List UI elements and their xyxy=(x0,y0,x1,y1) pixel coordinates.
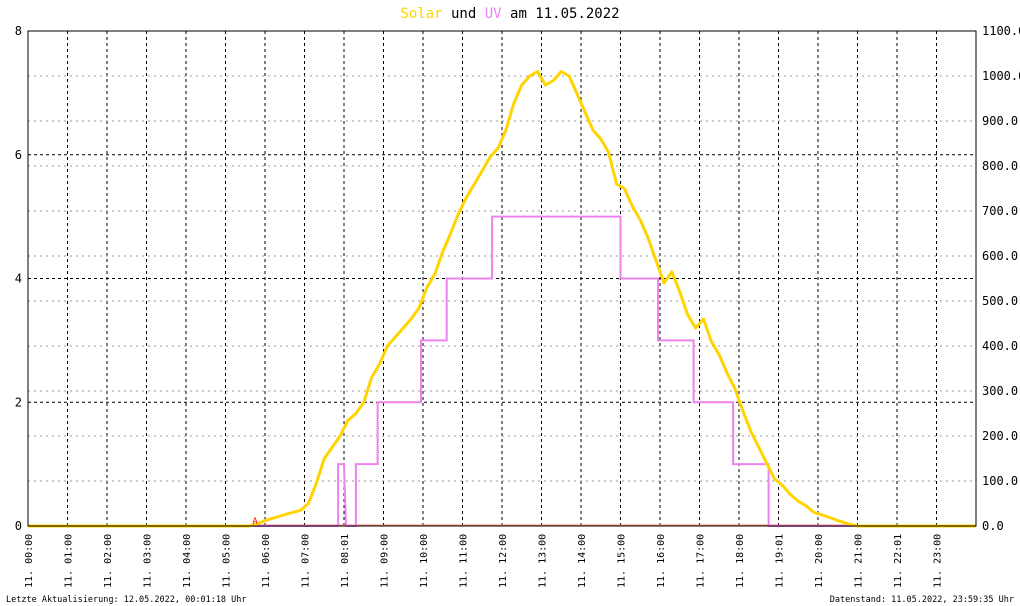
footer-data-state: Datenstand: 11.05.2022, 23:59:35 Uhr xyxy=(830,595,1014,605)
right-tick-label: 400.0 xyxy=(982,339,1018,353)
right-tick-label: 500.0 xyxy=(982,294,1018,308)
right-tick-label: 200.0 xyxy=(982,429,1018,443)
left-tick-label: 4 xyxy=(15,272,22,286)
right-tick-label: 0.0 xyxy=(982,519,1004,533)
right-tick-label: 800.0 xyxy=(982,159,1018,173)
x-tick-label: 11. 08:01 xyxy=(340,534,351,588)
plot-frame xyxy=(27,30,977,527)
left-tick-label: 2 xyxy=(15,395,22,409)
x-tick-label: 11. 02:00 xyxy=(103,534,114,588)
right-tick-label: 600.0 xyxy=(982,249,1018,263)
x-tick-label: 11. 13:00 xyxy=(538,534,549,588)
x-tick-label: 11. 11:00 xyxy=(459,534,470,588)
x-tick-label: 11. 19:01 xyxy=(775,534,786,588)
x-tick-label: 11. 09:00 xyxy=(380,534,391,588)
right-tick-label: 700.0 xyxy=(982,204,1018,218)
sunrise-marker: A xyxy=(252,517,258,527)
x-tick-label: 11. 15:00 xyxy=(617,534,628,588)
x-tick-label: 11. 06:00 xyxy=(261,534,272,588)
right-tick-label: 300.0 xyxy=(982,384,1018,398)
grid xyxy=(28,31,976,526)
x-tick-label: 11. 12:00 xyxy=(498,534,509,588)
x-tick-label: 11. 22:01 xyxy=(893,534,904,588)
right-tick-label: 900.0 xyxy=(982,114,1018,128)
right-tick-label: 100.0 xyxy=(982,474,1018,488)
x-tick-label: 11. 21:00 xyxy=(854,534,865,588)
title-date: am 11.05.2022 xyxy=(510,6,620,22)
x-tick-label: 11. 04:00 xyxy=(182,534,193,588)
x-axis-ticks: 11. 00:00 11. 01:00 11. 02:00 11. 03:00 11. … xyxy=(24,534,944,588)
footer-last-update: Letzte Aktualisierung: 12.05.2022, 00:01… xyxy=(6,595,247,605)
right-tick-label: 1100.0 xyxy=(982,24,1020,38)
uv-series-line xyxy=(28,215,976,527)
solar-series-line xyxy=(28,70,976,528)
x-tick-label: 11. 23:00 xyxy=(933,534,944,588)
x-tick-label: 11. 14:00 xyxy=(577,534,588,588)
chart-title: Solar und UV am 11.05.2022 xyxy=(400,6,619,22)
x-tick-label: 11. 17:00 xyxy=(696,534,707,588)
right-tick-label: 1000.0 xyxy=(982,69,1020,83)
right-axis-ticks: 0.0 100.0 200.0 300.0 400.0 500.0 600.0 700.0 80… xyxy=(982,24,1020,533)
title-solar: Solar xyxy=(400,6,442,22)
left-axis-ticks: 0 2 4 6 8 xyxy=(15,24,22,533)
x-tick-label: 11. 20:00 xyxy=(814,534,825,588)
x-tick-label: 11. 05:00 xyxy=(222,534,233,588)
left-tick-label: 0 xyxy=(15,519,22,533)
x-tick-label: 11. 00:00 xyxy=(24,534,35,588)
title-und: und xyxy=(451,6,476,22)
x-tick-label: 11. 10:00 xyxy=(419,534,430,588)
x-tick-label: 11. 07:00 xyxy=(301,534,312,588)
x-tick-label: 11. 03:00 xyxy=(143,534,154,588)
left-tick-label: 6 xyxy=(15,148,22,162)
x-tick-label: 11. 18:00 xyxy=(735,534,746,588)
title-uv: UV xyxy=(485,6,502,22)
x-tick-label: 11. 16:00 xyxy=(656,534,667,588)
x-tick-label: 11. 01:00 xyxy=(64,534,75,588)
left-tick-label: 8 xyxy=(15,24,22,38)
